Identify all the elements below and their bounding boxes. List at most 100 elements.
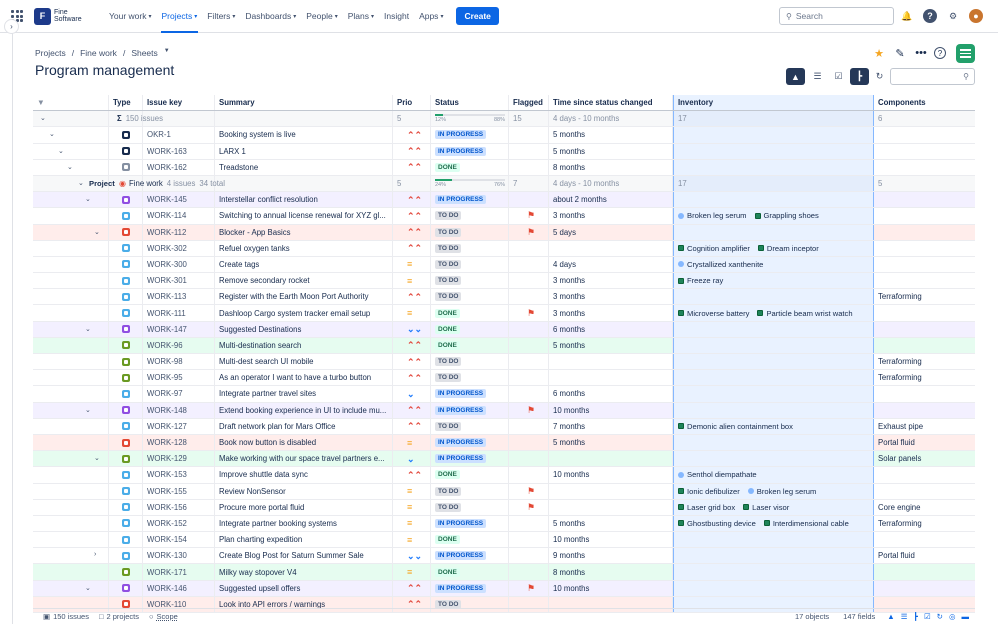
- inventory-item[interactable]: Ionic defibulizer: [678, 487, 740, 496]
- header-inventory[interactable]: Inventory: [673, 95, 874, 111]
- nav-item-filters[interactable]: Filters ▾: [202, 0, 240, 33]
- inventory-cell[interactable]: Cognition amplifier Dream inceptor: [673, 240, 874, 256]
- summary[interactable]: Integrate partner travel sites: [215, 386, 393, 402]
- summary[interactable]: Draft network plan for Mars Office: [215, 418, 393, 434]
- issue-key[interactable]: WORK-171: [143, 564, 215, 580]
- status-cell[interactable]: To do: [431, 418, 509, 434]
- chevron-down-icon[interactable]: ⌄: [67, 163, 73, 171]
- summary[interactable]: Make working with our space travel partn…: [215, 451, 393, 467]
- summary[interactable]: Switching to annual license renewal for …: [215, 208, 393, 224]
- summary[interactable]: Booking system is live: [215, 127, 393, 143]
- breadcrumb-fine-work[interactable]: Fine work: [80, 48, 117, 58]
- issue-key[interactable]: WORK-129: [143, 451, 215, 467]
- issue-key[interactable]: OKR-1: [143, 127, 215, 143]
- create-button[interactable]: Create: [456, 7, 499, 25]
- components-cell[interactable]: [874, 144, 971, 159]
- chevron-down-icon[interactable]: ⌄: [40, 115, 46, 123]
- summary[interactable]: Multi-dest search UI mobile: [215, 354, 393, 370]
- footer-scope[interactable]: Scope: [156, 612, 178, 621]
- breadcrumb-projects[interactable]: Projects: [35, 48, 66, 58]
- avatar[interactable]: ●: [969, 9, 983, 23]
- nav-item-projects[interactable]: Projects ▾: [157, 0, 203, 33]
- summary[interactable]: As an operator I want to have a turbo bu…: [215, 370, 393, 386]
- nav-item-people[interactable]: People ▾: [301, 0, 342, 33]
- status-cell[interactable]: In progress: [431, 580, 509, 596]
- header-type[interactable]: Type: [109, 95, 143, 111]
- components-cell[interactable]: Core engine: [878, 502, 921, 512]
- edit-icon[interactable]: ✎: [895, 47, 905, 60]
- sidebar-expand-button[interactable]: ›: [4, 19, 19, 34]
- inventory-item[interactable]: Ghostbusting device: [678, 519, 756, 528]
- status-cell[interactable]: In progress: [431, 515, 509, 532]
- issue-key[interactable]: WORK-110: [143, 596, 215, 612]
- chevron-down-icon[interactable]: ▼: [163, 48, 170, 54]
- chevron-down-icon[interactable]: ⌄: [94, 228, 100, 236]
- status-cell[interactable]: Done: [431, 321, 509, 337]
- summary[interactable]: Extend booking experience in UI to inclu…: [215, 402, 393, 418]
- header-status[interactable]: Status: [431, 95, 509, 111]
- summary[interactable]: Remove secondary rocket: [215, 273, 393, 289]
- inventory-item[interactable]: Broken leg serum: [747, 487, 816, 496]
- components-cell[interactable]: Portal fluid: [878, 438, 915, 448]
- issue-key[interactable]: WORK-146: [143, 580, 215, 596]
- status-cell[interactable]: To do: [431, 240, 509, 256]
- components-cell[interactable]: Solar panels: [878, 454, 922, 464]
- inventory-item[interactable]: Freeze ray: [678, 276, 723, 285]
- issue-key[interactable]: WORK-301: [143, 273, 215, 289]
- inventory-cell[interactable]: Crystallized xanthenite: [673, 256, 874, 273]
- inventory-cell[interactable]: [673, 402, 874, 418]
- summary[interactable]: Refuel oxygen tanks: [215, 240, 393, 256]
- summary[interactable]: Procure more portal fluid: [215, 499, 393, 515]
- components-cell[interactable]: [874, 225, 971, 240]
- issue-key[interactable]: WORK-112: [143, 224, 215, 240]
- issue-key[interactable]: WORK-97: [143, 386, 215, 402]
- status-cell[interactable]: In progress: [431, 434, 509, 451]
- inventory-cell[interactable]: [673, 354, 874, 370]
- paint-format-icon[interactable]: ▲: [786, 68, 805, 85]
- settings-icon[interactable]: ⚙: [948, 10, 958, 21]
- inventory-cell[interactable]: [673, 451, 874, 467]
- summary[interactable]: Plan charting expedition: [215, 532, 393, 548]
- status-cell[interactable]: To do: [431, 483, 509, 499]
- summary[interactable]: Blocker - App Basics: [215, 224, 393, 240]
- header-components[interactable]: Components: [878, 98, 926, 108]
- components-cell[interactable]: Portal fluid: [878, 551, 915, 561]
- inventory-cell[interactable]: [673, 337, 874, 353]
- status-cell[interactable]: In progress: [431, 386, 509, 402]
- summary[interactable]: Suggested upsell offers: [215, 580, 393, 596]
- issue-key[interactable]: WORK-152: [143, 515, 215, 532]
- components-cell[interactable]: [874, 338, 971, 353]
- summary[interactable]: Create Blog Post for Saturn Summer Sale: [215, 548, 393, 564]
- footer-view-icons[interactable]: ▲☰┣☑↻◎▬: [887, 612, 975, 621]
- status-cell[interactable]: To do: [431, 208, 509, 224]
- inventory-cell[interactable]: [673, 564, 874, 580]
- inventory-cell[interactable]: [673, 532, 874, 548]
- components-cell[interactable]: Exhaust pipe: [878, 421, 924, 431]
- summary[interactable]: Look into API errors / warnings: [215, 596, 393, 612]
- summary[interactable]: Suggested Destinations: [215, 321, 393, 337]
- nav-item-insight[interactable]: Insight: [379, 0, 414, 33]
- status-cell[interactable]: To do: [431, 499, 509, 515]
- status-cell[interactable]: To do: [431, 370, 509, 386]
- chevron-down-icon[interactable]: ⌄: [85, 406, 91, 414]
- status-cell[interactable]: Done: [431, 337, 509, 353]
- status-cell[interactable]: To do: [431, 289, 509, 305]
- status-cell[interactable]: In progress: [431, 402, 509, 418]
- issue-key[interactable]: WORK-147: [143, 321, 215, 337]
- issue-key[interactable]: WORK-130: [143, 548, 215, 564]
- inventory-cell[interactable]: Demonic alien containment box: [673, 418, 874, 434]
- status-cell[interactable]: To do: [431, 256, 509, 273]
- sync-icon[interactable]: ↻: [875, 71, 884, 81]
- status-cell[interactable]: In progress: [431, 192, 509, 208]
- summary[interactable]: Dashloop Cargo system tracker email setu…: [215, 305, 393, 321]
- status-cell[interactable]: In progress: [431, 548, 509, 564]
- inventory-cell[interactable]: [673, 159, 874, 175]
- chevron-down-icon[interactable]: ⌄: [85, 196, 91, 204]
- summary[interactable]: Improve shuttle data sync: [215, 467, 393, 483]
- components-cell[interactable]: [874, 484, 971, 499]
- inventory-cell[interactable]: Senthol diempathate: [673, 467, 874, 483]
- chevron-right-icon[interactable]: ›: [94, 551, 97, 559]
- inventory-cell[interactable]: [673, 434, 874, 451]
- inventory-cell[interactable]: Ionic defibulizer Broken leg serum: [673, 483, 874, 499]
- nav-item-apps[interactable]: Apps ▾: [414, 0, 448, 33]
